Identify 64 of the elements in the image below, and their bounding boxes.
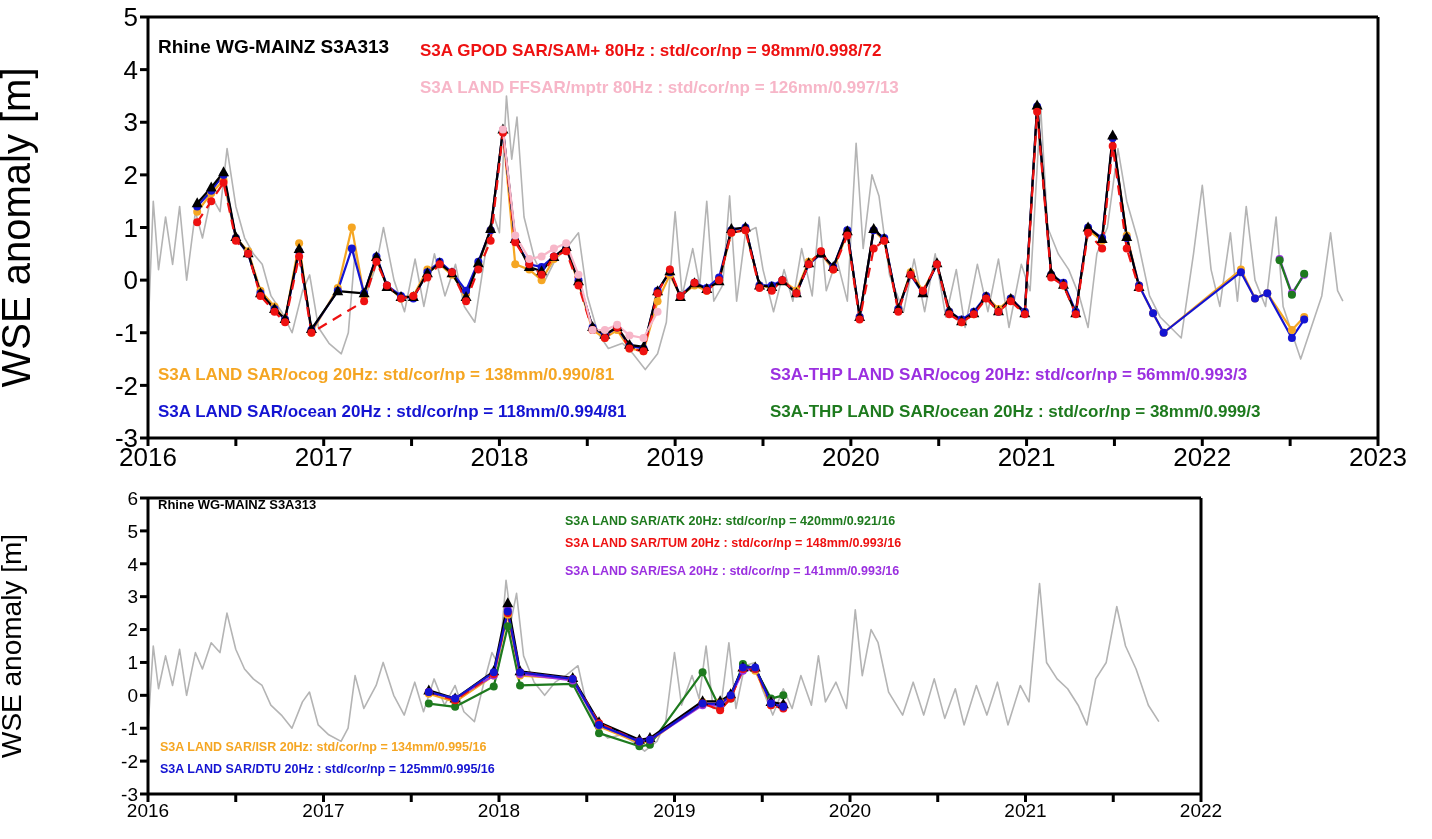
text: S3A LAND SAR/ocean 20Hz : std/cor/np = 118mm/0.994/81 (158, 402, 627, 422)
y-axis-title: WSE anomaly [m] (0, 67, 38, 388)
text: S3A LAND SAR/ESA 20Hz : std/cor/np = 141mm/0.993/16 (565, 564, 900, 579)
point (516, 681, 525, 690)
point (779, 691, 788, 700)
text: Rhine WG-MAINZ S3A313 (158, 36, 390, 58)
x-tick-label: 2019 (653, 800, 696, 822)
y-tick-label: 3 (127, 586, 138, 608)
y-tick-label: 0 (123, 265, 138, 296)
y-tick-label: 2 (123, 160, 138, 191)
x-tick-label: 2020 (828, 800, 872, 822)
point (600, 326, 609, 335)
chart-title: Rhine WG-MAINZ S3A313 (158, 497, 317, 512)
text: S3A LAND SAR/ATK 20Hz: std/cor/np = 420mm/0.921/16 (565, 513, 896, 528)
y-tick-label: -1 (121, 717, 138, 739)
x-tick-label: 2023 (1349, 442, 1407, 473)
y-axis-title: WSE anomaly [m] (0, 533, 27, 759)
text: S3A-THP LAND SAR/ocean 20Hz : std/cor/np = 38mm/0.999/3 (770, 402, 1261, 422)
y-tick-label: -2 (114, 370, 138, 401)
y-tick-label: 4 (127, 553, 139, 575)
text: S3A LAND SAR/ISR 20Hz: std/cor/np = 134mm/0.995/16 (160, 739, 487, 754)
x-tick-label: 2021 (997, 442, 1056, 473)
x-tick-label: 2020 (821, 442, 880, 473)
y-tick-label: 5 (127, 520, 138, 542)
x-tick-label: 2021 (1004, 800, 1047, 822)
x-tick-label: 2017 (294, 442, 353, 473)
point (639, 334, 648, 343)
point (574, 270, 583, 279)
point (625, 331, 634, 340)
text: S3A LAND FFSAR/mptr 80Hz : std/cor/np = 126mm/0.997/13 (420, 78, 899, 98)
point (653, 307, 662, 316)
y-tick-label: 2 (127, 619, 138, 641)
x-tick-label: 2022 (1173, 442, 1232, 473)
y-tick-label: 0 (127, 685, 138, 707)
text: S3A GPOD SAR/SAM+ 80Hz : std/cor/np = 98mm/0.998/72 (420, 41, 882, 61)
y-tick-label: 3 (123, 107, 138, 138)
point (503, 622, 512, 631)
y-tick-label: 6 (127, 487, 138, 509)
x-tick-label: 2019 (646, 442, 705, 473)
point (595, 729, 604, 738)
y-tick-label: -2 (121, 750, 138, 772)
line-series (148, 579, 1160, 753)
text: S3A LAND SAR/TUM 20Hz : std/cor/np = 148mm/0.993/16 (565, 535, 902, 550)
x-tick-label: 2017 (302, 800, 345, 822)
x-tick-label: 2022 (1179, 800, 1223, 822)
point (489, 682, 498, 691)
point (549, 244, 558, 253)
point (511, 231, 520, 240)
point (424, 699, 433, 708)
point (502, 597, 514, 608)
point (451, 702, 460, 711)
x-tick-label: 2018 (477, 800, 521, 822)
y-tick-label: -1 (114, 317, 138, 348)
y-tick-label: 1 (127, 652, 138, 674)
y-tick-label: 4 (123, 54, 138, 85)
point (525, 255, 534, 264)
x-tick-label: 2018 (470, 442, 529, 473)
series-label: S3A LAND SAR/ocog 20Hz: std/cor/np = 138mm/0.990/81 (158, 365, 615, 385)
y-tick-label: 5 (123, 2, 138, 33)
point (537, 252, 546, 261)
y-tick-label: 1 (123, 212, 138, 243)
text: S3A-THP LAND SAR/ocog 20Hz: std/cor/np = 56mm/0.993/3 (770, 365, 1248, 385)
point (698, 668, 707, 677)
text: S3A LAND SAR/DTU 20Hz : std/cor/np = 125mm/0.995/16 (160, 761, 495, 776)
